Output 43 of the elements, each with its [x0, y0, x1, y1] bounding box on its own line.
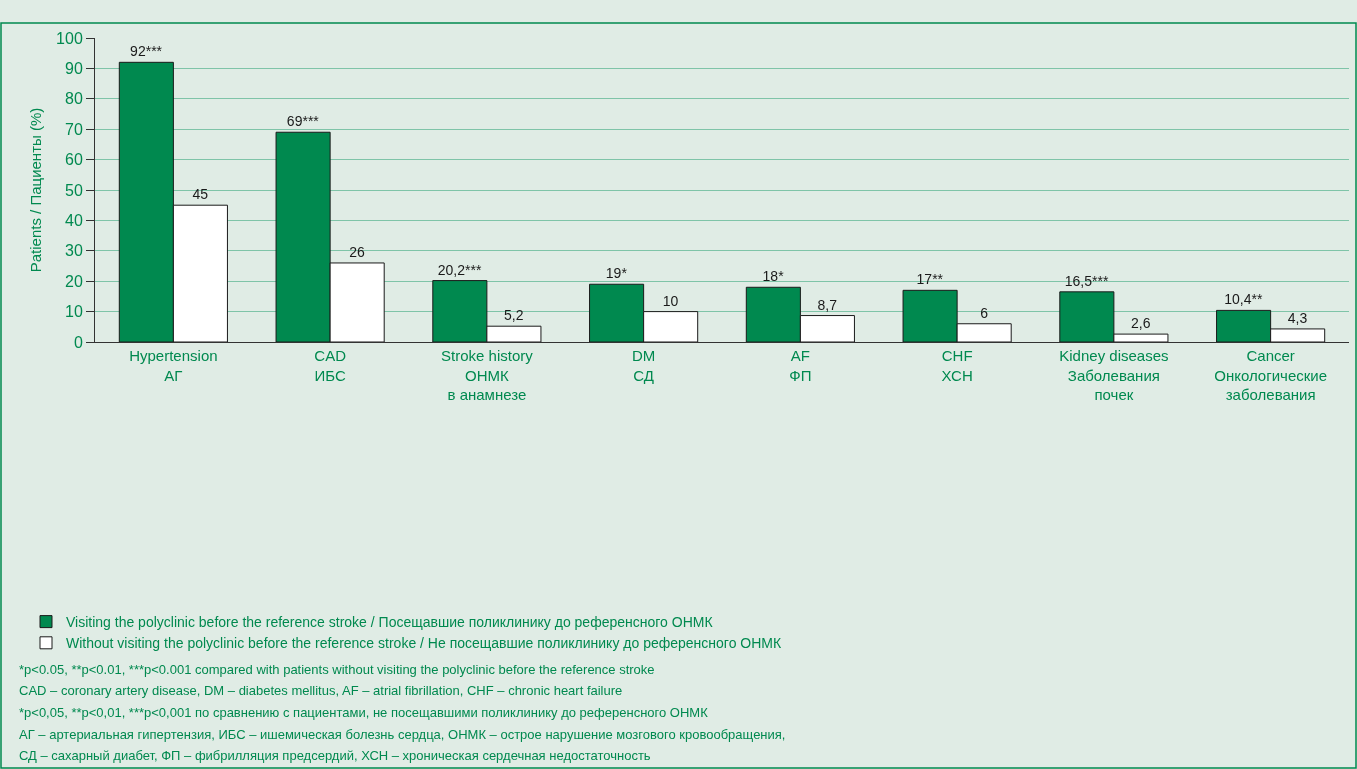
data-label: 19* [605, 265, 628, 282]
data-label: 8,7 [817, 296, 838, 313]
y-tick-label: 10 [65, 303, 83, 321]
data-label: 5,2 [504, 307, 524, 324]
x-tick-label: Cancer Онкологические заболевания [1214, 347, 1328, 403]
y-tick-label: 70 [65, 120, 83, 138]
data-label: 2,6 [1131, 315, 1151, 332]
y-tick-label: 30 [65, 242, 83, 260]
text: СД – сахарный диабет, ФП – фибрилляция предсердий, ХСН – хроническая сердечная недостаточность [19, 748, 651, 763]
text: CAD – coronary artery disease, DM – diabetes mellitus, AF – atrial fibrillation, CHF – chronic heart failure [19, 683, 623, 698]
legend-label: Visiting the polyclinic before the reference stroke / Посещавшие поликлинику до референсного ОНМК [66, 614, 714, 631]
y-tick-label: 80 [65, 90, 83, 108]
y-tick-label: 90 [65, 60, 83, 77]
x-tick-label: CAD ИБС [314, 347, 347, 384]
data-label: 6 [980, 304, 989, 321]
y-tick-label: 40 [65, 212, 83, 229]
data-label: 20,2*** [437, 261, 482, 278]
x-tick-label: Kidney diseases Заболевания почек [1059, 347, 1169, 403]
x-tick-label: CHF ХСН [941, 347, 973, 384]
y-tick-label: 20 [65, 272, 83, 290]
y-tick-label: 60 [65, 151, 83, 169]
data-label: 4,3 [1287, 309, 1308, 326]
text: АГ – артериальная гипертензия, ИБС – ишемическая болезнь сердца, ОНМК – острое нарушение мозгового кровообращения, [19, 727, 786, 742]
legend-label: Without visiting the polyclinic before the reference stroke / Не посещавшие поликлинику до референсного ОНМК [66, 635, 782, 652]
y-tick-label: 100 [56, 29, 83, 47]
data-label: 16,5*** [1064, 272, 1109, 289]
data-label: 92*** [130, 43, 163, 60]
x-tick-label: DM СД [631, 347, 656, 384]
x-tick-label: Stroke history ОНМК в анамнезе [441, 347, 534, 403]
data-label: 45 [192, 186, 209, 203]
data-label: 10 [662, 292, 679, 309]
data-label: 26 [349, 243, 366, 260]
y-tick-label: 50 [65, 181, 83, 199]
x-tick-label: Hypertension АГ [129, 347, 218, 384]
y-tick-label: 0 [73, 333, 83, 351]
text: *p<0.05, **p<0.01, ***p<0.001 compared with patients without visiting the polyclinic before the reference stroke [19, 662, 655, 677]
y-axis-title: Patients / Пациенты (%) [27, 107, 45, 273]
data-label: 10,4** [1224, 291, 1263, 308]
data-label: 18* [762, 268, 785, 285]
data-label: 17** [916, 271, 944, 288]
x-tick-label: AF ФП [789, 347, 812, 384]
text: *p<0,05, **p<0,01, ***p<0,001 по сравнению с пациентами, не посещавшими поликлинику до референсного ОНМК [19, 705, 709, 720]
data-label: 69*** [286, 113, 320, 130]
